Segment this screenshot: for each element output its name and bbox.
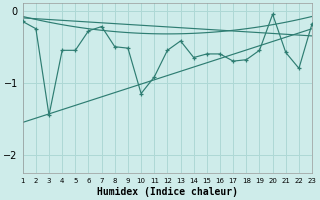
X-axis label: Humidex (Indice chaleur): Humidex (Indice chaleur) <box>97 186 238 197</box>
